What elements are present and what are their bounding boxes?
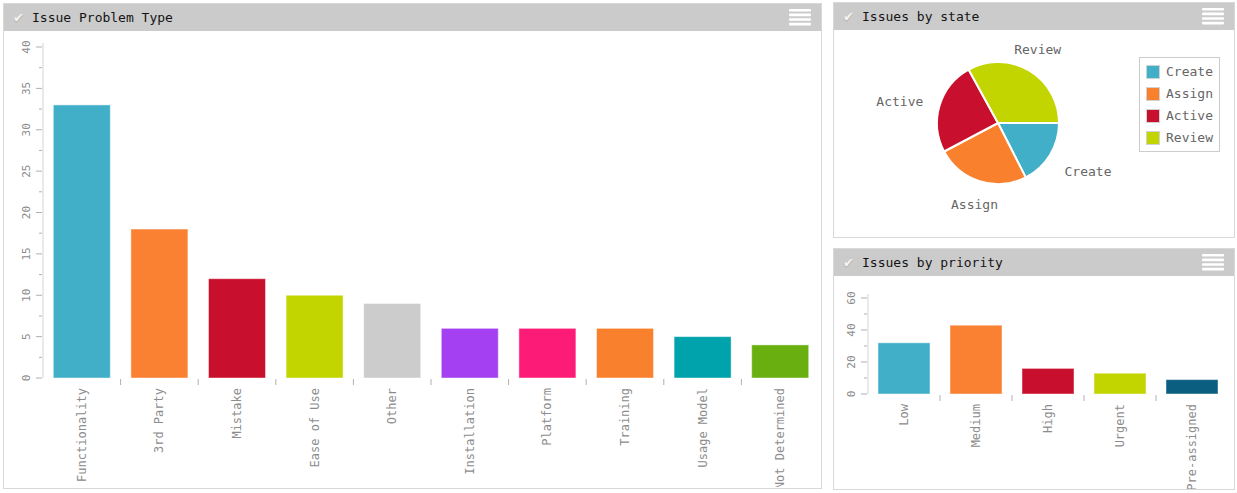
- bar-functionality[interactable]: [53, 105, 110, 378]
- check-icon: ✔: [844, 9, 853, 24]
- x-category-label: Usage Model: [696, 388, 710, 467]
- bar-chart-issues-by-priority: 0 20 40 60 Low Medium High Urgent Pre-assigned: [834, 276, 1234, 489]
- legend-item-review[interactable]: Review: [1146, 130, 1213, 145]
- panel-title: Issues by state: [862, 9, 979, 24]
- x-category-label: Ease of Use: [308, 388, 322, 467]
- bar-not-determined[interactable]: [752, 345, 809, 378]
- legend-item-create[interactable]: Create: [1146, 64, 1213, 79]
- y-tick-label: 40: [845, 323, 858, 336]
- legend-label: Assign: [1166, 86, 1213, 101]
- x-category-label: Training: [618, 388, 632, 446]
- y-tick-label: 20: [20, 206, 33, 219]
- bar-high[interactable]: [1022, 368, 1074, 394]
- y-tick-label: 30: [20, 123, 33, 136]
- panel-header: ✔ Issues by priority: [834, 249, 1234, 276]
- legend-swatch: [1146, 131, 1160, 145]
- bar-medium[interactable]: [950, 325, 1002, 394]
- x-category-label: Urgent: [1113, 404, 1127, 447]
- check-icon: ✔: [844, 255, 853, 270]
- panel-title: Issues by priority: [862, 255, 1003, 270]
- hamburger-menu-icon[interactable]: [1202, 8, 1224, 25]
- x-category-label: Not Determined: [773, 388, 787, 487]
- x-category-label: Platform: [540, 388, 554, 446]
- panel-issues-by-state: ✔ Issues by state Create Assign Active Revi…: [833, 2, 1235, 238]
- hamburger-menu-icon[interactable]: [789, 9, 811, 26]
- legend-label: Create: [1166, 64, 1213, 79]
- legend-swatch: [1146, 109, 1160, 123]
- x-category-label: Other: [385, 388, 399, 424]
- x-category-label: 3rd Party: [152, 388, 166, 453]
- legend-item-active[interactable]: Active: [1146, 108, 1213, 123]
- y-tick-label: 10: [20, 289, 33, 302]
- bar-ease-of-use[interactable]: [286, 295, 343, 378]
- pie-slice-label: Assign: [951, 197, 998, 212]
- x-category-label: Mistake: [230, 388, 244, 439]
- y-tick-label: 0: [845, 391, 858, 398]
- legend-label: Active: [1166, 108, 1213, 123]
- bar-chart-issue-problem-type: 0 5 10 15 20 25 30 35 40 Functionality 3rd Party Mi…: [4, 31, 820, 487]
- legend-label: Review: [1166, 130, 1213, 145]
- y-tick-label: 40: [20, 40, 33, 53]
- y-tick-label: 35: [20, 82, 33, 95]
- panel-header: ✔ Issues by state: [834, 3, 1234, 30]
- y-tick-label: 60: [845, 291, 858, 304]
- x-category-label: Functionality: [75, 388, 89, 482]
- bar-pre-assigned[interactable]: [1166, 380, 1218, 394]
- legend-item-assign[interactable]: Assign: [1146, 86, 1213, 101]
- panel-issue-problem-type: ✔ Issue Problem Type 0 5 10 15 20 25 30 35 40 Fun…: [3, 3, 822, 489]
- y-tick-label: 0: [20, 375, 33, 382]
- y-tick-label: 5: [20, 333, 33, 340]
- panel-issues-by-priority: ✔ Issues by priority 0 20 40 60 Low Medium Hig…: [833, 248, 1235, 490]
- y-tick-label: 20: [845, 355, 858, 368]
- bar-training[interactable]: [597, 328, 654, 378]
- legend-swatch: [1146, 87, 1160, 101]
- pie-slice-label: Create: [1065, 164, 1112, 179]
- check-icon: ✔: [14, 10, 23, 25]
- bar-mistake[interactable]: [209, 279, 266, 378]
- bar-installation[interactable]: [441, 328, 498, 378]
- bar-3rd-party[interactable]: [131, 229, 188, 378]
- legend-swatch: [1146, 65, 1160, 79]
- hamburger-menu-icon[interactable]: [1202, 254, 1224, 271]
- bar-platform[interactable]: [519, 328, 576, 378]
- bar-low[interactable]: [878, 343, 930, 394]
- x-category-label: Low: [897, 403, 911, 425]
- pie-slice-label: Review: [1014, 42, 1061, 57]
- bar-usage-model[interactable]: [674, 337, 731, 378]
- pie-slice-label: Active: [876, 94, 923, 109]
- x-category-label: Pre-assigned: [1185, 404, 1199, 489]
- x-category-label: Installation: [463, 388, 477, 475]
- bar-other[interactable]: [364, 304, 421, 378]
- pie-legend: Create Assign Active Review: [1139, 57, 1220, 152]
- x-category-label: Medium: [969, 404, 983, 447]
- panel-header: ✔ Issue Problem Type: [4, 4, 821, 31]
- x-category-label: High: [1041, 404, 1055, 433]
- y-tick-label: 25: [20, 165, 33, 178]
- bar-urgent[interactable]: [1094, 373, 1146, 394]
- panel-title: Issue Problem Type: [32, 10, 173, 25]
- y-tick-label: 15: [20, 247, 33, 260]
